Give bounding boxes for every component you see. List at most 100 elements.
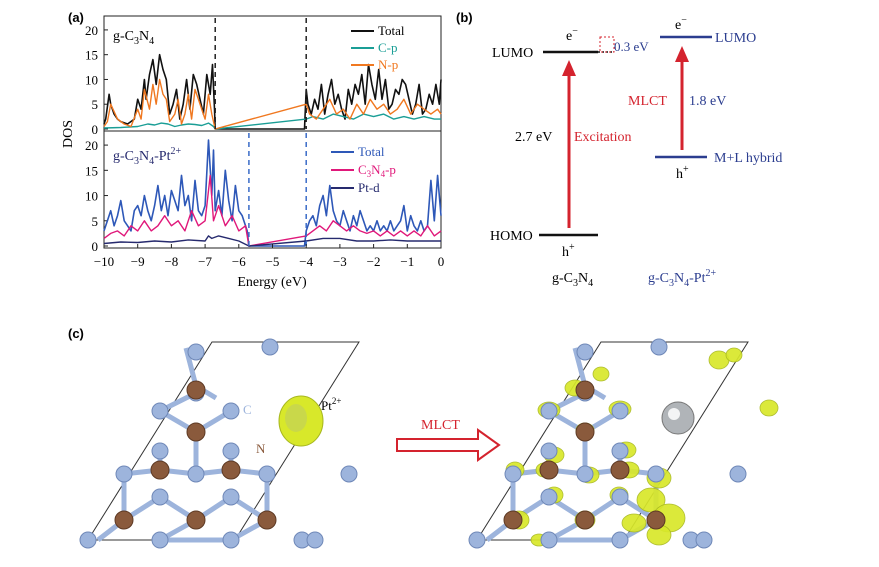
orbital-lobe	[759, 399, 779, 417]
dos-top-title: g-C3N4	[113, 29, 154, 47]
structure-left	[79, 338, 360, 549]
hybrid-hole: h+	[676, 164, 689, 182]
pt-orbital-core	[285, 404, 307, 432]
n-atom	[222, 488, 240, 506]
panel-label-b: (b)	[456, 10, 473, 25]
pt-atom-highlight	[668, 408, 680, 420]
n-atom	[222, 442, 240, 460]
ytick-label: 10	[85, 72, 98, 87]
dos-bottom-series	[103, 139, 442, 247]
n-atom	[729, 465, 747, 483]
lumo-label: LUMO	[492, 46, 533, 61]
dos-bottom-plot: 0 5 10 15 20 g-C3N4-Pt2+ Total C3N4-p Pt-d	[85, 130, 442, 254]
pt-label: Pt2+	[321, 396, 341, 413]
xtick-label: −7	[198, 254, 212, 269]
xtick-label: −10	[94, 254, 114, 269]
legend-pt-d: Pt-d	[358, 180, 380, 195]
dos-top-plot: 0 5 10 15 20 g-C3N4 Total C-p N-p	[85, 15, 442, 137]
lumo-right-electron: e−	[675, 15, 687, 33]
dos-bottom-gap-lines	[248, 133, 307, 246]
n-atom	[79, 531, 97, 549]
dos-xlabel: Energy (eV)	[237, 275, 307, 290]
homo-hole: h+	[562, 242, 575, 260]
dos-bottom-title: g-C3N4-Pt2+	[113, 146, 181, 167]
n-atom	[261, 338, 279, 356]
xtick-label: −4	[299, 254, 313, 269]
c-atom	[114, 510, 134, 530]
n-atom	[540, 442, 558, 460]
n-atom	[340, 465, 358, 483]
structure-right	[468, 338, 779, 549]
c-atom	[503, 510, 523, 530]
dos-bottom-yticks: 0 5 10 15 20	[85, 138, 108, 254]
n-atom	[222, 531, 240, 549]
bond	[183, 347, 199, 387]
ytick-label: 20	[85, 138, 98, 153]
n-atom	[151, 402, 169, 420]
excitation-label: Excitation	[574, 130, 632, 145]
n-atom	[540, 531, 558, 549]
n-atom	[151, 442, 169, 460]
xtick-label: −6	[232, 254, 246, 269]
ytick-label: 20	[85, 23, 98, 38]
c-atom	[186, 380, 206, 400]
band-left-label: g-C3N4	[552, 271, 593, 289]
orbital-lobe	[725, 347, 743, 363]
n-atom	[151, 531, 169, 549]
n-atom	[306, 531, 324, 549]
n-atom	[540, 488, 558, 506]
c-atom	[186, 422, 206, 442]
gap-label: 2.7 eV	[515, 130, 552, 145]
n-atom	[187, 465, 205, 483]
series-c3n4-p	[103, 174, 442, 247]
n-atom	[647, 465, 665, 483]
ytick-label: 0	[92, 122, 99, 137]
n-atom	[650, 338, 668, 356]
mlct-band-arrowhead	[675, 46, 689, 62]
n-atom	[611, 488, 629, 506]
n-atom	[115, 465, 133, 483]
c-atom	[186, 510, 206, 530]
band-right-label: g-C3N4-Pt2+	[648, 268, 716, 289]
c-atom	[539, 460, 559, 480]
mlct-hollow-arrow	[396, 428, 501, 462]
c-atom	[257, 510, 277, 530]
n-atom	[611, 442, 629, 460]
xtick-label: −8	[164, 254, 178, 269]
dos-top-legend: Total C-p N-p	[351, 23, 405, 72]
excitation-arrowhead	[562, 60, 576, 76]
xtick-label: −5	[266, 254, 280, 269]
lumo-electron: e−	[566, 26, 578, 44]
orbital-lobe	[621, 513, 647, 533]
bond	[572, 347, 588, 387]
orbital-lobe	[592, 366, 610, 382]
c-atom	[575, 380, 595, 400]
xtick-label: −3	[333, 254, 347, 269]
legend-c3n4-p: C3N4-p	[358, 162, 396, 179]
nitrogen-label: N	[256, 441, 266, 456]
n-atom	[222, 402, 240, 420]
n-atom	[576, 343, 594, 361]
c-atom	[575, 510, 595, 530]
offset-label: 0.3 eV	[614, 39, 649, 54]
series-n-p	[103, 78, 442, 130]
n-atom	[258, 465, 276, 483]
n-atom	[468, 531, 486, 549]
ytick-label: 10	[85, 189, 98, 204]
mlct-structure-label: MLCT	[421, 418, 460, 433]
unit-cell	[476, 341, 749, 541]
dos-top-series	[103, 53, 442, 130]
n-atom	[151, 488, 169, 506]
ytick-label: 5	[92, 97, 99, 112]
hybrid-label: M+L hybrid	[714, 151, 782, 166]
c-atom	[610, 460, 630, 480]
xtick-label: −9	[131, 254, 145, 269]
series-pt-d	[103, 235, 441, 247]
legend-c-p: C-p	[378, 40, 398, 55]
n-atom	[611, 402, 629, 420]
n-atom	[504, 465, 522, 483]
offset-box	[599, 36, 615, 53]
mlct-structure-arrow: MLCT	[396, 418, 501, 462]
c-atom	[575, 422, 595, 442]
